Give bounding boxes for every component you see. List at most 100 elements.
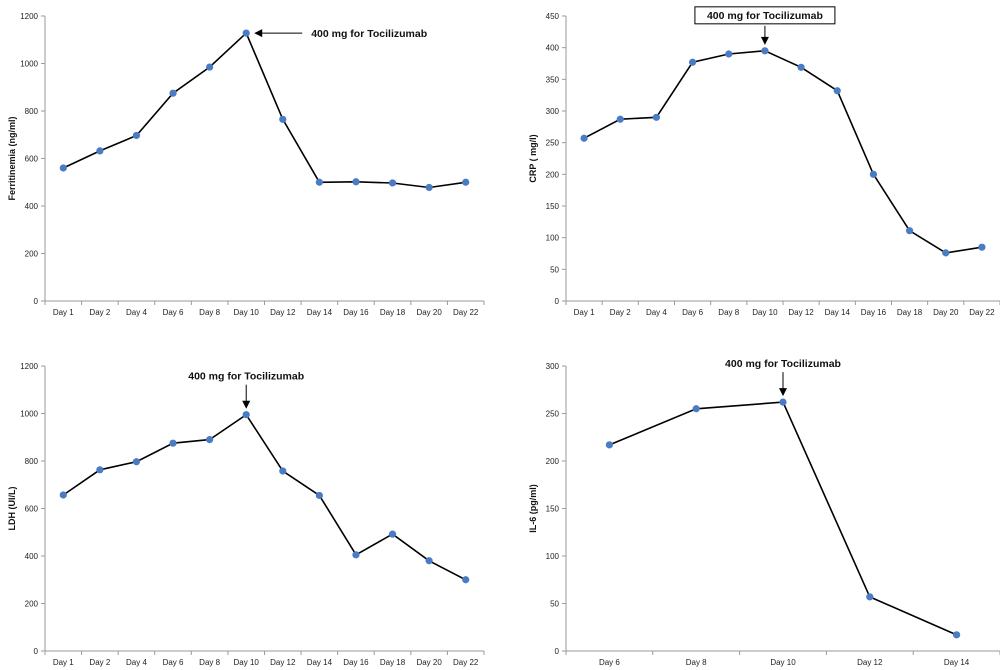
y-tick-label: 250	[546, 139, 560, 148]
x-tick-label: Day 14	[307, 658, 333, 667]
data-point	[96, 147, 104, 155]
y-tick-label: 0	[555, 647, 560, 656]
x-tick-label: Day 12	[788, 308, 814, 317]
y-tick-label: 400	[546, 44, 560, 53]
data-point	[779, 398, 787, 406]
data-point	[688, 58, 697, 66]
data-point	[761, 47, 769, 55]
y-tick-label: 200	[546, 170, 560, 179]
x-tick-label: Day 14	[825, 308, 851, 317]
data-point	[462, 576, 470, 584]
y-axis-label: LDH (UI/L)	[7, 487, 17, 531]
data-point	[388, 530, 397, 538]
data-point	[616, 115, 624, 123]
y-axis-label: IL-6 (pg/ml)	[528, 484, 538, 533]
x-tick-label: Day 12	[857, 658, 883, 667]
data-point	[942, 249, 950, 257]
y-tick-label: 0	[34, 647, 39, 656]
x-tick-label: Day 4	[646, 308, 667, 317]
y-tick-label: 200	[546, 457, 560, 466]
x-tick-label: Day 20	[416, 308, 442, 317]
y-tick-label: 300	[546, 107, 560, 116]
x-tick-label: Day 16	[861, 308, 887, 317]
x-tick-label: Day 22	[453, 308, 479, 317]
data-point	[905, 227, 914, 235]
x-tick-label: Day 20	[933, 308, 959, 317]
y-tick-label: 1000	[20, 60, 38, 69]
x-tick-label: Day 22	[969, 308, 995, 317]
data-point	[869, 170, 878, 178]
x-tick-label: Day 6	[682, 308, 703, 317]
data-point	[652, 113, 661, 121]
chart-ldh: 0 200 400 600 800 1000 1200 Day 1 Day 2 Day 4 Day …	[7, 362, 485, 667]
data-point	[425, 557, 433, 565]
annotation-arrowhead	[254, 29, 263, 38]
y-tick-label: 600	[25, 155, 39, 164]
x-tick-label: Day 18	[897, 308, 923, 317]
y-tick-label: 0	[34, 297, 39, 306]
x-tick-label: Day 1	[53, 658, 74, 667]
data-point	[315, 491, 323, 500]
data-point	[462, 178, 470, 186]
data-point	[797, 63, 805, 71]
x-tick-label: Day 2	[610, 308, 631, 317]
x-tick-label: Day 14	[944, 658, 970, 667]
series-line	[62, 413, 467, 581]
y-tick-label: 800	[25, 457, 39, 466]
y-tick-label: 600	[25, 505, 39, 514]
data-point	[725, 50, 733, 58]
data-point	[206, 63, 214, 71]
data-point	[833, 87, 841, 95]
x-tick-label: Day 14	[307, 308, 333, 317]
data-point	[169, 89, 177, 97]
x-tick-label: Day 18	[380, 658, 406, 667]
x-tick-label: Day 10	[234, 308, 260, 317]
x-tick-label: Day 22	[453, 658, 479, 667]
x-tick-label: Day 6	[163, 658, 184, 667]
y-tick-label: 200	[25, 250, 39, 259]
y-tick-label: 150	[546, 505, 560, 514]
x-tick-label: Day 12	[270, 308, 296, 317]
y-axis-label: CRP ( mg/l)	[528, 134, 538, 182]
x-tick-label: Day 6	[163, 308, 184, 317]
x-tick-label: Day 2	[89, 658, 110, 667]
data-point	[279, 467, 287, 475]
y-tick-label: 250	[546, 410, 560, 419]
data-point	[169, 439, 177, 447]
y-tick-label: 50	[550, 600, 559, 609]
data-point	[953, 631, 961, 639]
y-tick-label: 800	[25, 107, 39, 116]
y-tick-label: 150	[546, 202, 560, 211]
annotation-arrowhead	[779, 388, 787, 397]
y-tick-label: 1200	[20, 362, 38, 371]
annotation-text: 400 mg for Tocilizumab	[725, 358, 841, 370]
data-point	[279, 115, 287, 123]
x-tick-label: Day 10	[770, 658, 796, 667]
y-tick-label: 1000	[20, 410, 38, 419]
y-tick-label: 400	[25, 552, 39, 561]
x-tick-label: Day 2	[89, 308, 110, 317]
data-point	[59, 164, 67, 172]
y-tick-label: 300	[546, 362, 560, 371]
x-tick-label: Day 8	[199, 308, 220, 317]
x-tick-label: Day 16	[343, 658, 369, 667]
data-point	[580, 134, 588, 142]
data-point	[59, 491, 67, 499]
y-tick-label: 400	[25, 202, 39, 211]
x-tick-label: Day 16	[343, 308, 369, 317]
y-axis-label: Ferritinemia (ng/ml)	[7, 116, 17, 200]
x-tick-label: Day 1	[53, 308, 74, 317]
data-point	[978, 243, 986, 251]
series-line	[609, 401, 957, 636]
data-point	[132, 131, 141, 140]
annotation-text: 400 mg for Tocilizumab	[311, 28, 427, 40]
y-tick-label: 1200	[20, 12, 38, 21]
x-tick-label: Day 12	[270, 658, 296, 667]
data-point	[242, 29, 250, 37]
x-tick-label: Day 8	[718, 308, 739, 317]
y-tick-label: 200	[25, 600, 39, 609]
x-tick-label: Day 10	[234, 658, 260, 667]
x-tick-label: Day 8	[199, 658, 220, 667]
